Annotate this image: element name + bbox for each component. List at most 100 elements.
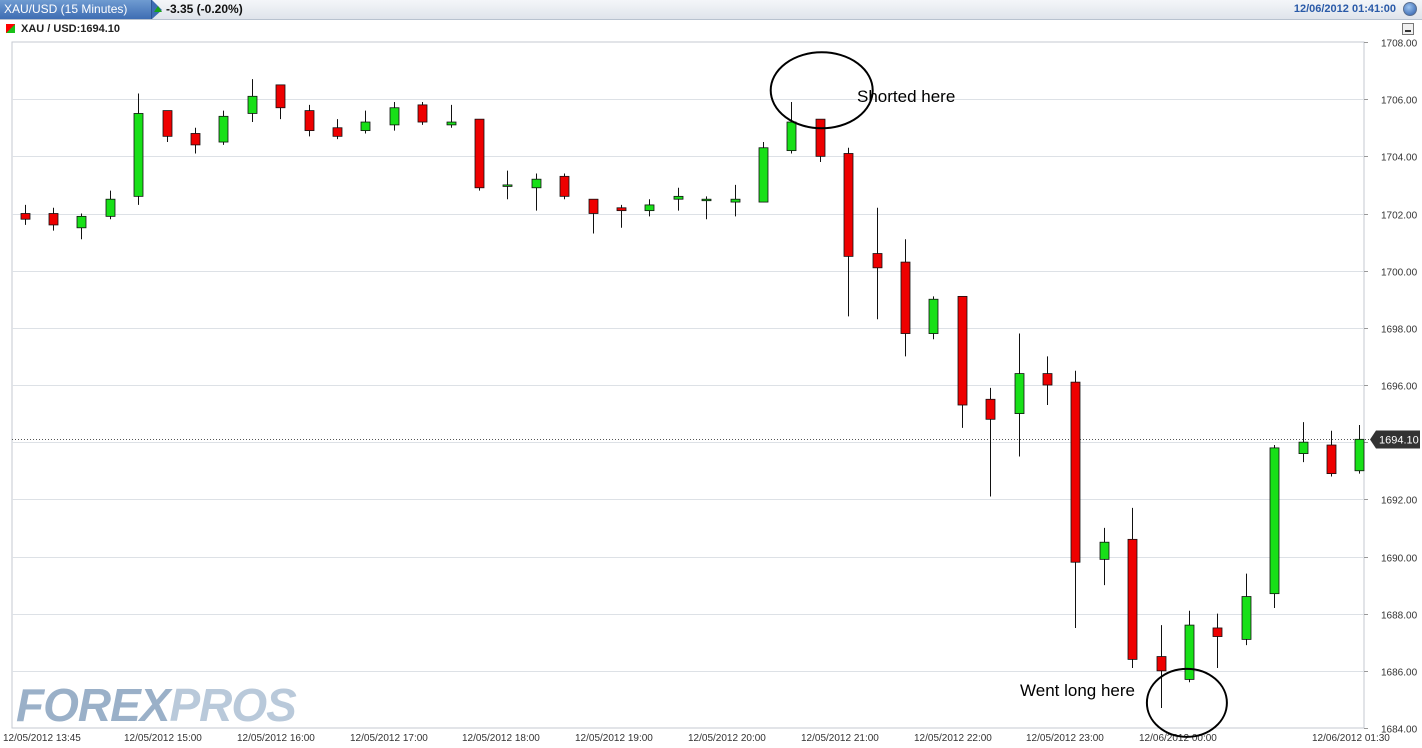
candle-down (985, 387, 996, 497)
candle-up (730, 184, 741, 217)
y-tick-label: 1686.00 (1381, 668, 1418, 679)
candle-up (1184, 610, 1195, 683)
candle-body (247, 95, 258, 114)
legend-label: XAU / USD:1694.10 (21, 23, 121, 35)
candle-legend-icon (6, 24, 15, 33)
candle-down (1042, 356, 1053, 406)
candle-body (360, 121, 371, 132)
candle-up (360, 110, 371, 134)
chart-legend: XAU / USD:1694.10 (6, 22, 120, 36)
instrument-tab[interactable]: XAU/USD (15 Minutes) (0, 0, 152, 19)
candle-up (247, 79, 258, 123)
candle-body (644, 204, 655, 212)
candle-body (786, 121, 797, 152)
y-tick-label: 1696.00 (1381, 382, 1418, 393)
price-change: -3.35 (-0.20%) (154, 0, 243, 19)
candle-down (304, 104, 315, 137)
candle-down (1070, 370, 1081, 628)
price-change-value: -3.35 (-0.20%) (166, 2, 243, 16)
candle-up (105, 190, 116, 220)
candle-body (105, 198, 116, 217)
candle-down (1127, 507, 1138, 668)
candle-down (1156, 625, 1167, 708)
candle-body (1099, 541, 1110, 560)
x-tick-label: 12/05/2012 22:00 (914, 733, 992, 744)
candle-down (190, 127, 201, 154)
candle-down (900, 239, 911, 357)
candle-body (815, 118, 826, 157)
logo-part-2: PROS (169, 679, 296, 731)
minimize-icon[interactable] (1402, 23, 1414, 35)
y-tick-label: 1706.00 (1381, 96, 1418, 107)
candle-body (76, 215, 87, 229)
candle-down (162, 110, 173, 143)
x-tick-label: 12/05/2012 13:45 (3, 733, 81, 744)
candle-up (1099, 527, 1110, 586)
candles (20, 79, 1365, 708)
x-tick-label: 12/05/2012 23:00 (1026, 733, 1104, 744)
candle-body (588, 198, 599, 214)
candle-body (1269, 447, 1280, 595)
candle-up (1241, 573, 1252, 646)
y-tick-label: 1690.00 (1381, 554, 1418, 565)
candle-down (1212, 613, 1223, 668)
candle-down (616, 204, 627, 228)
candle-body (1298, 441, 1309, 454)
candle-down (559, 173, 570, 200)
candle-body (389, 107, 400, 126)
candle-body (872, 253, 883, 269)
candle-body (446, 121, 457, 126)
candle-body (1042, 373, 1053, 386)
candle-down (474, 118, 485, 191)
candle-body (133, 113, 144, 197)
y-tick-label: 1692.00 (1381, 496, 1418, 507)
candle-down (48, 207, 59, 231)
candle-up (673, 187, 684, 211)
annotation-circle-short (769, 51, 874, 130)
x-tick-label: 12/06/2012 01:30 (1312, 733, 1390, 744)
candle-body (502, 184, 513, 187)
candle-up (531, 173, 542, 211)
y-tick-label: 1688.00 (1381, 611, 1418, 622)
x-tick-label: 12/05/2012 15:00 (124, 733, 202, 744)
candle-up (644, 199, 655, 217)
logo-part-1: FOREX (16, 679, 170, 731)
candle-up (1269, 445, 1280, 608)
candle-body (474, 118, 485, 189)
axes: 1708.00 1706.00 1704.00 1702.00 1700.00 1698.… (3, 39, 1420, 744)
y-tick-label: 1684.00 (1381, 725, 1418, 736)
globe-icon[interactable] (1403, 2, 1417, 16)
candle-up (1014, 333, 1025, 457)
x-tick-label: 12/05/2012 16:00 (237, 733, 315, 744)
x-tick-label: 12/06/2012 00:00 (1139, 733, 1217, 744)
current-price-tag (1370, 430, 1420, 449)
candle-down (417, 102, 428, 125)
x-tick-label: 12/05/2012 20:00 (688, 733, 766, 744)
candle-down (815, 118, 826, 163)
candle-body (1326, 444, 1337, 475)
candle-up (389, 102, 400, 131)
candle-body (1354, 438, 1365, 472)
candle-up (502, 170, 513, 200)
candle-body (900, 261, 911, 334)
top-toolbar: XAU/USD (15 Minutes) -3.35 (-0.20%) 12/0… (0, 0, 1422, 20)
y-tick-label: 1702.00 (1381, 211, 1418, 222)
annotations: Shorted here Went long here (769, 51, 1228, 738)
grid-lines (11, 41, 1365, 729)
candle-body (48, 213, 59, 226)
candle-body (20, 213, 31, 220)
candle-down (1326, 430, 1337, 477)
candle-body (957, 295, 968, 406)
candle-down (588, 198, 599, 234)
candle-up (76, 213, 87, 240)
candle-up (446, 104, 457, 128)
candle-down (957, 295, 968, 428)
candle-body (1156, 656, 1167, 672)
candle-up (133, 93, 144, 205)
y-tick-label: 1704.00 (1381, 153, 1418, 164)
current-price-label: 1694.10 (1379, 435, 1419, 447)
x-tick-label: 12/05/2012 19:00 (575, 733, 653, 744)
candle-body (1212, 627, 1223, 637)
candle-down (275, 84, 286, 120)
